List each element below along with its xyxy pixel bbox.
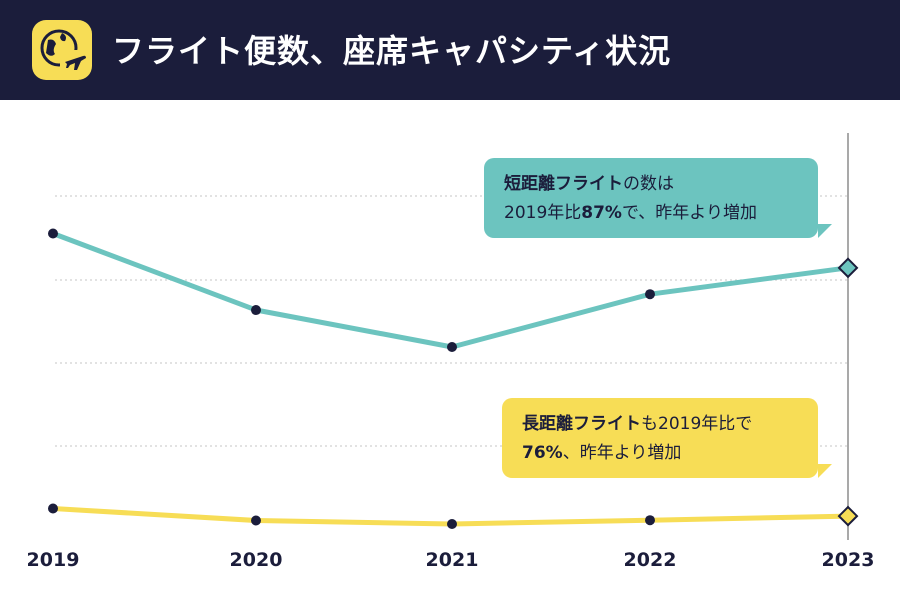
short-haul-point [837, 257, 859, 279]
long-haul-point [48, 503, 58, 514]
short-haul-point [251, 305, 261, 316]
short-haul-callout: 短距離フライトの数は 2019年比87%で、昨年より増加 [484, 158, 832, 238]
callout-line-1: 短距離フライトの数は [504, 174, 674, 194]
x-tick-label: 2023 [822, 549, 875, 571]
callout-line-1: 長距離フライトも2019年比で [522, 414, 753, 434]
callout-tail [818, 464, 832, 478]
x-tick-label: 2019 [27, 549, 80, 571]
long-haul-point [251, 515, 261, 526]
callout-tail [818, 224, 832, 238]
long-haul-point [645, 515, 655, 526]
long-haul-point [447, 519, 457, 529]
x-tick-label: 2022 [624, 549, 677, 571]
callout-line-2: 2019年比87%で、昨年より増加 [504, 203, 757, 223]
short-haul-point [48, 228, 58, 239]
header-bar: フライト便数、座席キャパシティ状況 [0, 0, 900, 100]
callout-line-2: 76%、昨年より増加 [522, 443, 682, 463]
globe-airplane-icon [32, 20, 92, 80]
x-tick-label: 2020 [230, 549, 283, 571]
long-haul-callout: 長距離フライトも2019年比で 76%、昨年より増加 [502, 398, 832, 478]
long-haul-point [837, 505, 859, 527]
short-haul-point [645, 289, 655, 300]
short-haul-point [447, 342, 457, 352]
page-title: フライト便数、座席キャパシティ状況 [112, 32, 672, 70]
x-tick-label: 2021 [426, 549, 479, 571]
short-haul-series-line [50, 231, 851, 350]
